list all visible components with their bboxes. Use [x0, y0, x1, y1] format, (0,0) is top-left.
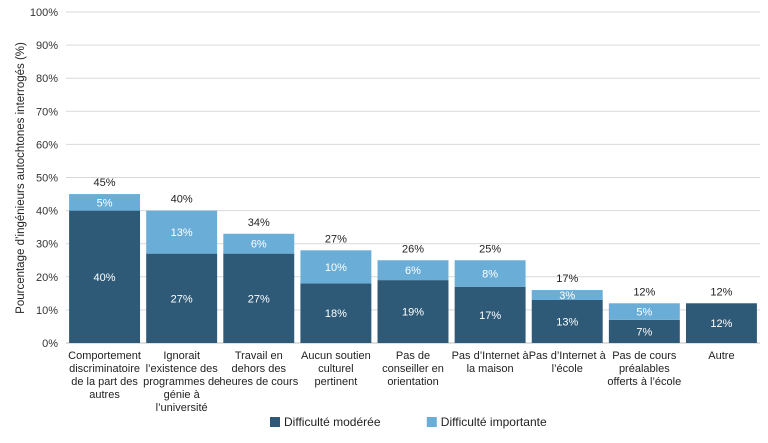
segment-data-label: 19%: [402, 307, 424, 319]
segment-data-label: 13%: [171, 227, 193, 239]
legend-label: Difficulté modérée: [284, 415, 381, 429]
x-category-label: Pas d’Internet à la maison: [452, 350, 530, 375]
x-category-label: Aucun soutien culturel pertinent: [301, 350, 371, 388]
bar-total-label: 12%: [633, 286, 655, 298]
bar-total-label: 17%: [556, 273, 578, 285]
bar-segment-important: [531, 290, 603, 300]
bar-segment-important: [377, 260, 449, 281]
y-tick-label: 60%: [36, 139, 58, 151]
segment-data-label: 8%: [482, 268, 498, 280]
y-tick-label: 100%: [30, 7, 58, 19]
bar-segment-important: [146, 210, 218, 254]
y-tick-label: 0%: [42, 338, 58, 350]
x-category-label: Ignorait l’existence des programmes de géni…: [143, 350, 220, 414]
x-category-label: Travail en dehors des heures de cours: [219, 350, 298, 388]
bar-segment-moderate: [531, 299, 603, 343]
x-category-label: Comportement discriminatoire de la part de…: [68, 350, 141, 401]
bar-segment-moderate: [146, 253, 218, 343]
bar-segment-moderate: [377, 280, 449, 343]
bar-segment-moderate: [300, 283, 372, 343]
bar-segment-moderate: [608, 319, 680, 343]
segment-data-label: 7%: [636, 326, 652, 338]
segment-data-label: 5%: [636, 307, 652, 319]
segment-data-label: 13%: [556, 316, 578, 328]
segment-data-label: 5%: [97, 197, 113, 209]
x-category-label: Pas de conseiller en orientation: [382, 350, 444, 388]
bar-total-label: 45%: [94, 177, 116, 189]
y-axis-ticks: 0% 10% 20% 30% 40% 50% 60% 70% 80% 90% 100%: [30, 7, 58, 350]
y-tick-label: 10%: [36, 305, 58, 317]
segment-data-label: 27%: [171, 293, 193, 305]
bar-segment-important: [69, 194, 141, 211]
bar-total-label: 12%: [710, 286, 732, 298]
legend: Difficulté modérée Difficulté importante: [270, 415, 547, 429]
bar-segment-moderate: [69, 210, 141, 343]
bar-total-label: 25%: [479, 243, 501, 255]
segment-data-label: 6%: [251, 239, 267, 251]
y-tick-label: 90%: [36, 40, 58, 52]
segment-data-label: 10%: [325, 262, 347, 274]
bar-segment-moderate: [223, 253, 295, 343]
y-axis-label: Pourcentage d’ingénieurs autochtones int…: [15, 42, 27, 314]
bar-total-label: 27%: [325, 233, 347, 245]
bar-segment-moderate: [685, 303, 757, 343]
segment-data-label: 12%: [710, 318, 732, 330]
segment-data-label: 3%: [559, 290, 575, 302]
category-labels: Comportement discriminatoire de la part de…: [68, 350, 734, 414]
y-tick-label: 30%: [36, 239, 58, 251]
segment-data-label: 18%: [325, 308, 347, 320]
legend-swatch-important: [426, 417, 437, 427]
y-tick-label: 50%: [36, 173, 58, 185]
segment-data-label: 6%: [405, 265, 421, 277]
segment-data-label: 27%: [248, 293, 270, 305]
x-category-label: Pas de cours préalables offerts à l’école: [607, 350, 681, 388]
bar-segment-important: [454, 260, 526, 287]
bars: 40% 5% 45% 27% 13% 40% 27% 6% 34% 18% 10% 27% 19% 6% 2…: [69, 177, 757, 343]
bar-segment-important: [300, 250, 372, 284]
bar-total-label: 26%: [402, 243, 424, 255]
y-tick-label: 40%: [36, 206, 58, 218]
x-category-label: Pas d’Internet à l’école: [529, 350, 607, 375]
bar-segment-moderate: [454, 286, 526, 343]
legend-label: Difficulté importante: [441, 415, 547, 429]
y-tick-label: 80%: [36, 73, 58, 85]
x-category-label: Autre: [708, 350, 734, 362]
legend-swatch-moderate: [270, 417, 280, 427]
y-tick-label: 20%: [36, 272, 58, 284]
bar-segment-important: [223, 233, 295, 254]
bar-total-label: 40%: [171, 194, 193, 206]
segment-data-label: 40%: [94, 272, 116, 284]
bar-total-label: 34%: [248, 217, 270, 229]
y-tick-label: 70%: [36, 106, 58, 118]
segment-data-label: 17%: [479, 310, 501, 322]
bar-segment-important: [608, 303, 680, 320]
